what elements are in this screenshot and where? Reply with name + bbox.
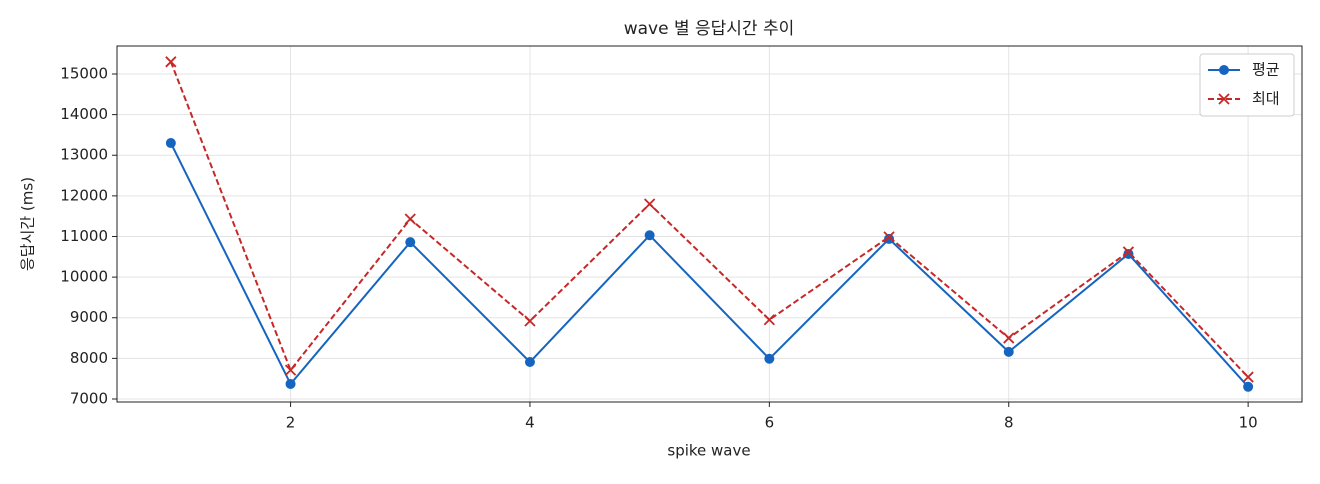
y-tick-label: 14000 [60, 105, 108, 123]
y-tick-label: 13000 [60, 146, 108, 164]
point [165, 56, 177, 68]
y-tick-label: 9000 [70, 308, 108, 326]
plot-frame [116, 45, 1303, 403]
x-tick-label: 2 [286, 414, 296, 432]
legend-marker [1219, 65, 1229, 75]
series-line [169, 142, 1249, 388]
point [524, 315, 536, 327]
point [1243, 381, 1254, 392]
y-axis-label: 응답시간 (ms) [19, 177, 37, 271]
y-tick-label: 10000 [60, 268, 108, 286]
y-tick-label: 7000 [70, 389, 108, 407]
y-tick-label: 11000 [60, 227, 108, 245]
point [644, 230, 655, 241]
legend-marker [1218, 93, 1230, 105]
point [884, 233, 895, 244]
point [285, 378, 296, 389]
point [883, 231, 895, 243]
point [524, 357, 535, 368]
legend-box [1199, 53, 1295, 117]
legend-label: 평균 [1252, 61, 1280, 79]
x-tick-label: 8 [1004, 414, 1014, 432]
point [1122, 246, 1135, 258]
point [764, 353, 775, 364]
x-tick-label: 10 [1239, 414, 1258, 432]
legend-label: 최대 [1252, 90, 1280, 108]
point [1123, 248, 1134, 259]
x-tick-label: 6 [765, 414, 775, 432]
point [763, 314, 775, 326]
x-axis-label: spike wave [667, 442, 750, 460]
y-tick-label: 15000 [60, 64, 108, 82]
y-tick-label: 12000 [60, 186, 108, 204]
series-line [169, 61, 1249, 378]
point [1242, 371, 1254, 383]
point [284, 364, 297, 376]
point [405, 237, 416, 248]
point [1003, 346, 1014, 357]
y-tick-label: 8000 [70, 349, 108, 367]
point [644, 198, 656, 210]
point [165, 138, 176, 149]
x-tick-label: 4 [525, 414, 535, 432]
point [1003, 332, 1015, 344]
point [404, 213, 416, 225]
chart-title: wave 별 응답시간 추이 [624, 19, 795, 39]
